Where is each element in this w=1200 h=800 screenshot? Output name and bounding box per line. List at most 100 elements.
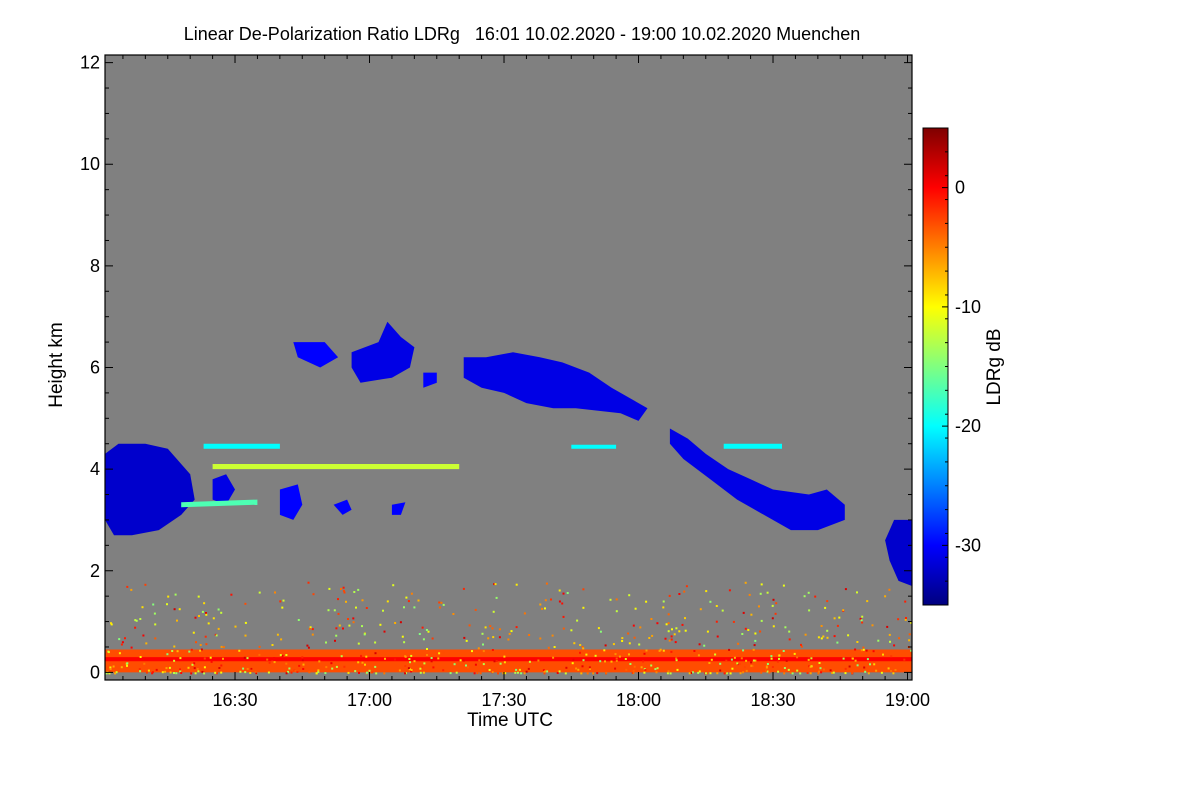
speckle <box>440 601 443 604</box>
speckle <box>732 620 735 623</box>
speckle <box>888 588 891 591</box>
speckle <box>309 626 312 629</box>
speckle <box>633 636 636 639</box>
speckle <box>754 632 757 635</box>
feature-low-cloud-0 <box>105 443 195 536</box>
speckle <box>238 649 241 652</box>
x-tick-label: 17:30 <box>481 690 526 710</box>
speckle <box>167 595 170 598</box>
speckle <box>804 633 807 636</box>
speckle <box>502 672 505 675</box>
speckle <box>258 653 261 656</box>
speckle <box>544 607 546 610</box>
feature-low-cloud-2 <box>279 484 303 520</box>
speckle <box>220 664 223 667</box>
speckle <box>806 672 809 674</box>
speckle <box>659 648 662 651</box>
speckle <box>361 625 363 628</box>
speckle <box>173 645 176 648</box>
speckle <box>599 630 602 633</box>
speckle <box>431 637 434 640</box>
speckle <box>515 626 518 629</box>
speckle <box>174 593 177 596</box>
speckle <box>421 666 423 669</box>
speckle <box>327 609 330 612</box>
speckle <box>203 602 206 605</box>
speckle <box>542 669 545 672</box>
feature-layer-3.3 <box>181 499 258 508</box>
speckle <box>772 625 775 628</box>
speckle <box>528 634 531 636</box>
speckle <box>817 672 820 675</box>
speckle <box>862 646 865 649</box>
speckle <box>674 641 677 644</box>
speckle <box>662 606 665 609</box>
speckle <box>592 672 595 675</box>
speckle <box>503 655 506 658</box>
speckle <box>138 668 141 670</box>
speckle <box>558 589 561 592</box>
speckle <box>175 672 178 675</box>
speckle <box>690 672 693 674</box>
speckle <box>200 648 203 651</box>
speckle <box>877 639 880 642</box>
speckle <box>550 598 552 601</box>
speckle <box>301 659 304 662</box>
speckle <box>408 658 411 660</box>
speckle <box>190 672 193 675</box>
speckle <box>492 610 495 613</box>
speckle <box>644 669 647 671</box>
speckle <box>544 599 547 602</box>
speckle <box>438 606 441 609</box>
speckle <box>572 658 575 661</box>
speckle <box>308 671 311 674</box>
feature-low-cloud-3 <box>333 499 352 515</box>
speckle <box>740 657 743 660</box>
speckle <box>205 612 207 614</box>
speckle <box>422 671 425 674</box>
speckle <box>910 649 912 652</box>
speckle <box>288 667 291 670</box>
speckle <box>337 612 340 615</box>
speckle <box>354 670 357 673</box>
speckle <box>632 624 635 627</box>
speckle <box>829 669 832 672</box>
speckle <box>421 626 424 629</box>
speckle <box>491 671 494 674</box>
speckle <box>215 672 218 675</box>
speckle <box>169 671 172 674</box>
speckle <box>139 670 142 673</box>
speckle <box>704 672 707 675</box>
speckle <box>745 669 748 672</box>
speckle <box>110 623 113 626</box>
speckle <box>650 664 653 667</box>
speckle <box>743 666 746 669</box>
speckle <box>301 656 304 659</box>
speckle <box>848 665 851 668</box>
speckle <box>866 658 869 661</box>
speckle <box>618 655 621 658</box>
speckle <box>856 641 859 643</box>
speckle <box>153 612 156 615</box>
speckle <box>698 670 701 673</box>
speckle <box>551 634 554 637</box>
speckle <box>778 654 781 657</box>
speckle <box>338 624 341 627</box>
speckle <box>589 667 591 670</box>
speckle <box>621 637 624 640</box>
chart-title: Linear De-Polarization Ratio LDRg 16:01 … <box>184 24 860 44</box>
speckle <box>699 608 702 611</box>
speckle <box>302 668 305 670</box>
speckle <box>399 621 402 624</box>
speckle <box>493 583 496 586</box>
speckle <box>230 593 233 596</box>
speckle <box>836 624 839 627</box>
speckle <box>809 672 812 675</box>
speckle <box>139 618 142 620</box>
speckle <box>810 657 813 660</box>
x-tick-label: 18:30 <box>750 690 795 710</box>
speckle <box>766 591 769 594</box>
speckle <box>778 657 780 660</box>
speckle <box>714 653 717 656</box>
speckle <box>523 612 526 615</box>
